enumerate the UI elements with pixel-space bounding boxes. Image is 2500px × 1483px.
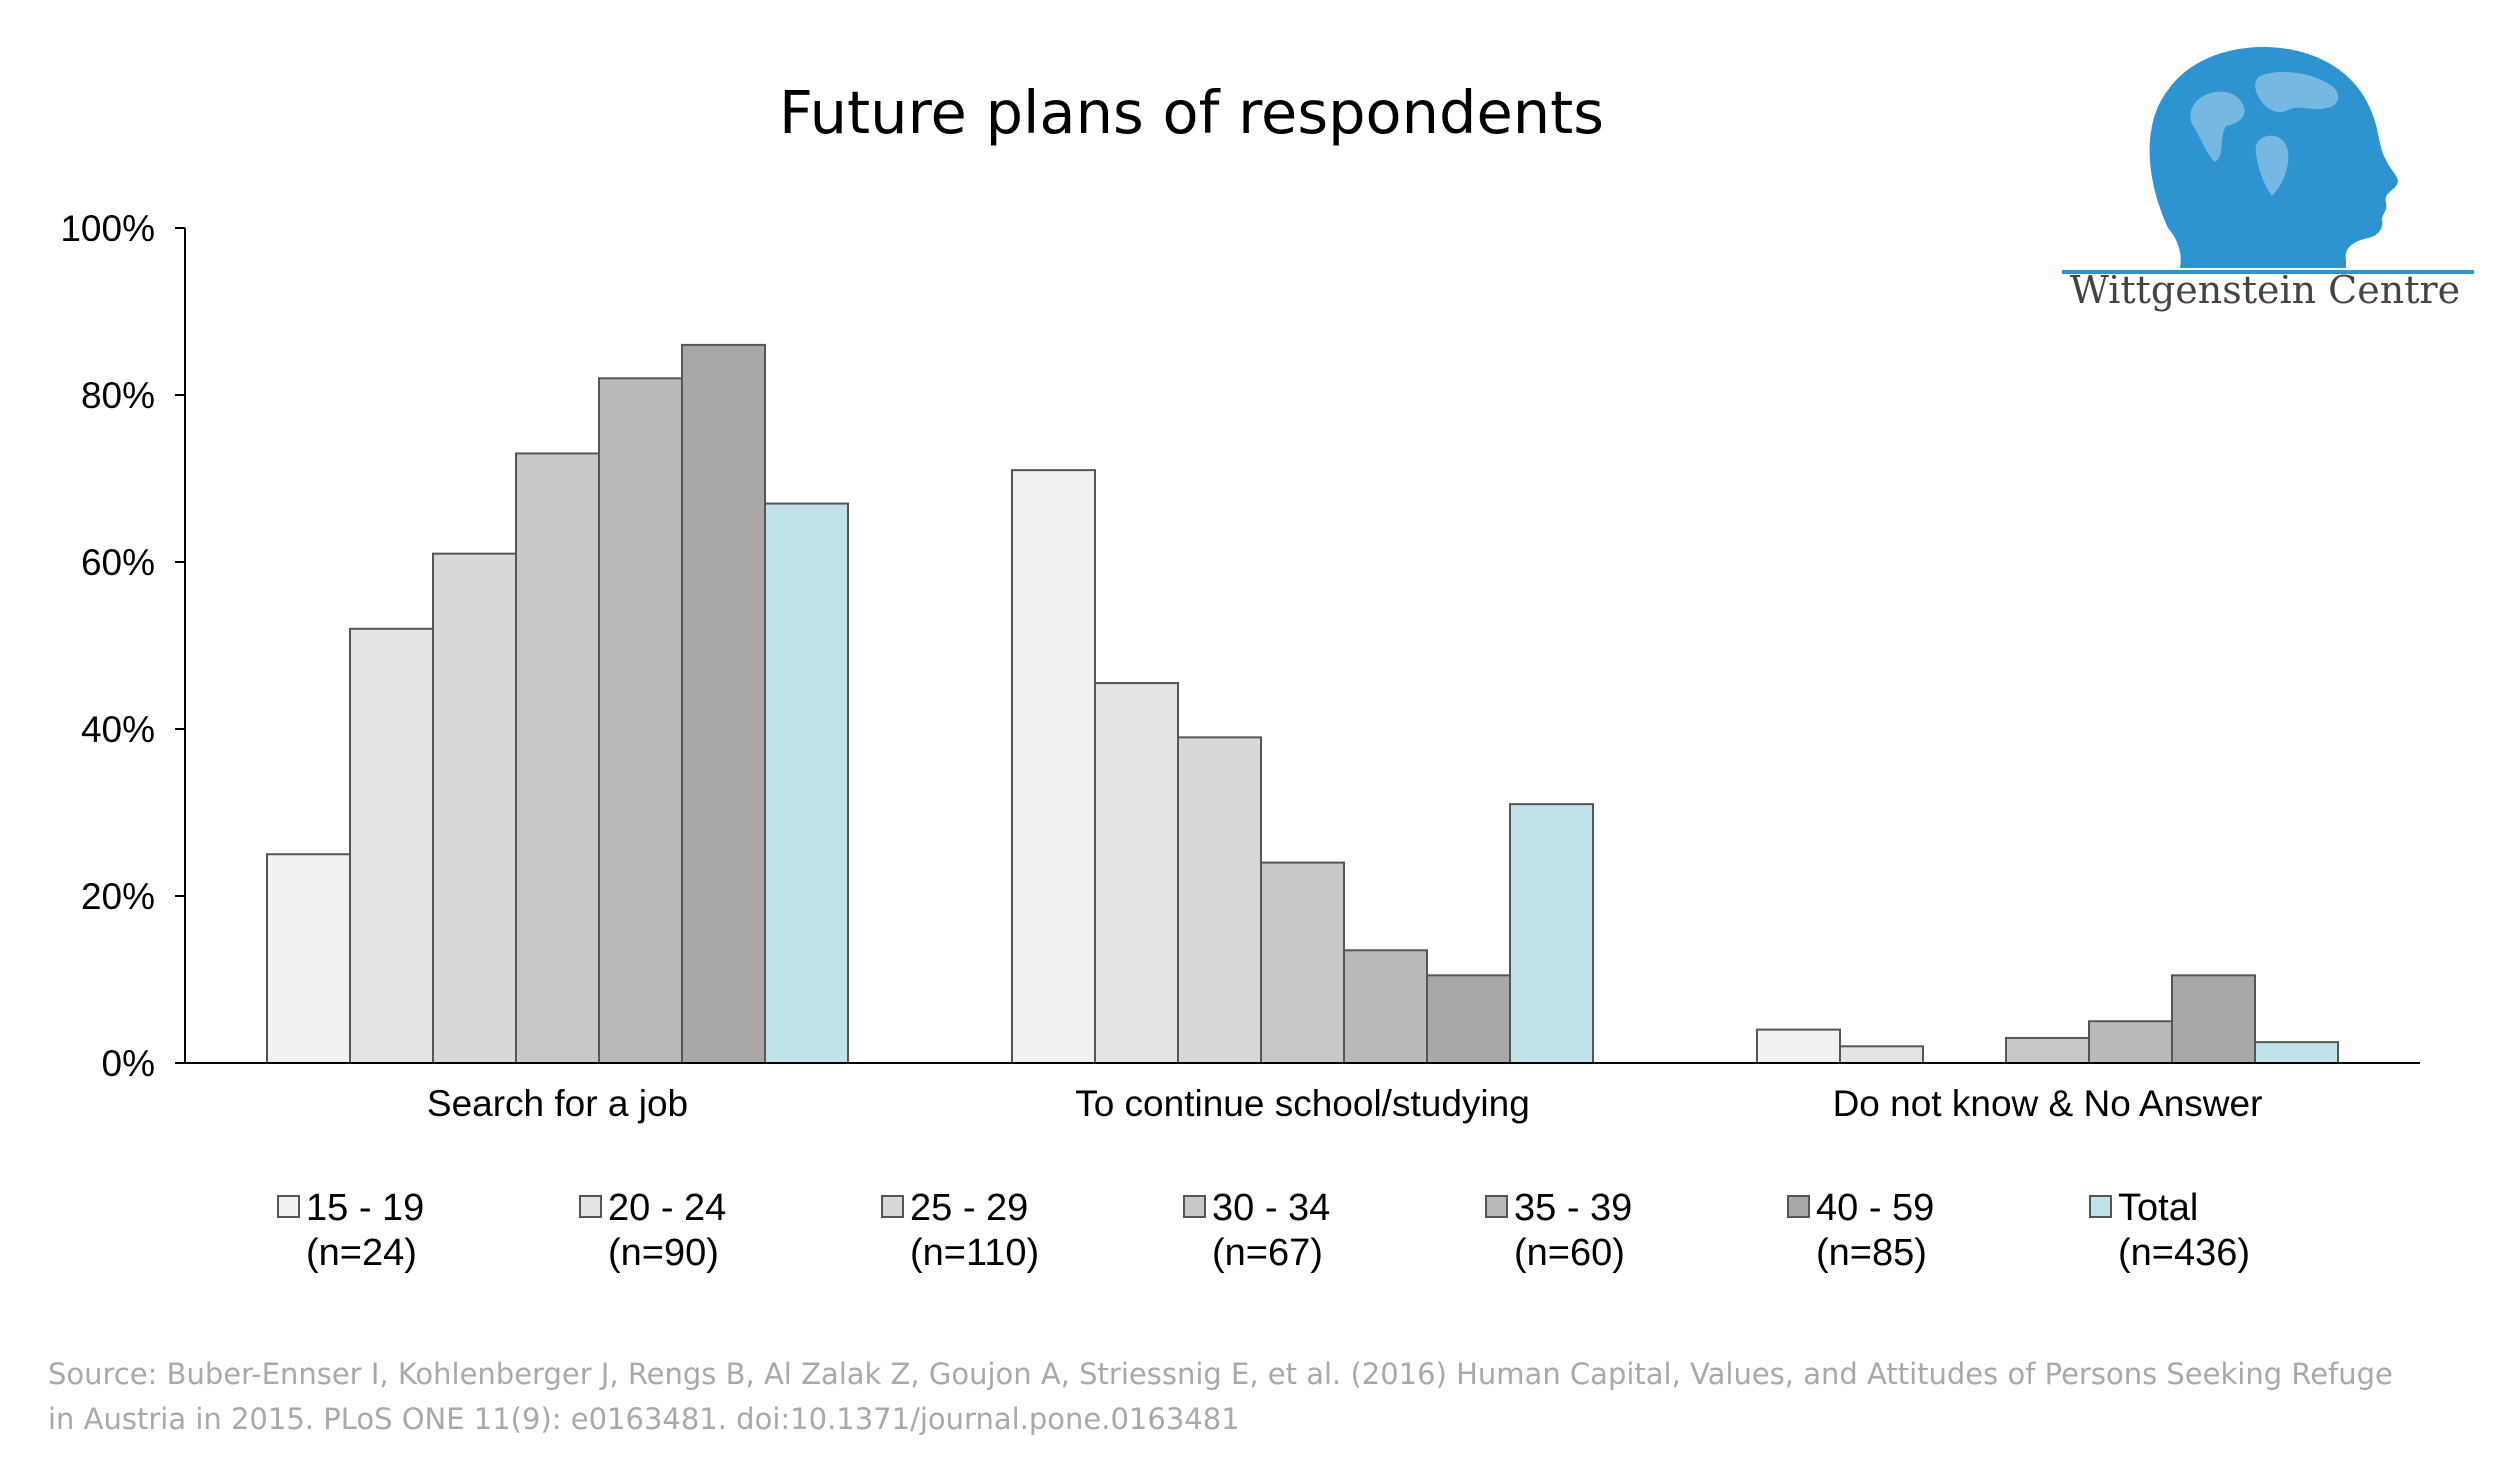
legend-sample-size: (n=110) [910, 1232, 1039, 1274]
source-line-2: in Austria in 2015. PLoS ONE 11(9): e016… [48, 1402, 1240, 1436]
bar [349, 627, 434, 1064]
bar [1756, 1028, 1841, 1064]
legend-label: Total [2118, 1187, 2198, 1229]
bar [266, 853, 351, 1064]
bar [1426, 974, 1511, 1065]
legend-swatch [1485, 1195, 1508, 1218]
legend-swatch [277, 1195, 300, 1218]
legend: 15 - 19(n=24) 20 - 24(n=90) 25 - 29(n=110)… [277, 1187, 2250, 1274]
source-line-1: Source: Buber-Ennser I, Kohlenberger J, … [48, 1357, 2393, 1391]
wittgenstein-centre-logo [2050, 28, 2480, 338]
y-tick-label: 20% [81, 876, 155, 917]
bar [2254, 1041, 2339, 1064]
legend-label: 40 - 59 [1816, 1187, 1934, 1229]
bar [764, 502, 849, 1064]
y-tick-label: 0% [102, 1043, 155, 1084]
legend-swatch [2089, 1195, 2112, 1218]
legend-label: 15 - 19 [306, 1187, 424, 1229]
legend-swatch [881, 1195, 904, 1218]
bar [1839, 1045, 1924, 1065]
bar [515, 452, 600, 1064]
category-label: To continue school/studying [1075, 1083, 1530, 1124]
legend-swatch [579, 1195, 602, 1218]
source-note: Source: Buber-Ennser I, Kohlenberger J, … [48, 1352, 2448, 1442]
bar [1011, 469, 1096, 1064]
legend-swatch [1787, 1195, 1810, 1218]
bar [1260, 861, 1345, 1064]
y-tick-label: 40% [81, 709, 155, 750]
legend-sample-size: (n=67) [1212, 1232, 1323, 1274]
bar [681, 343, 766, 1064]
y-tick-label: 100% [60, 208, 155, 249]
chart-title: Future plans of respondents [778, 78, 1605, 147]
bar [2171, 974, 2256, 1065]
bar [598, 377, 683, 1064]
bar [2088, 1020, 2173, 1064]
category-label: Do not know & No Answer [1833, 1083, 2263, 1124]
y-axis: 0% 20% 40% 60% 80% 100% [60, 208, 186, 1084]
head-globe-icon [2062, 47, 2474, 274]
bar [1094, 682, 1179, 1064]
legend-swatch [1183, 1195, 1206, 1218]
bar [1509, 803, 1594, 1065]
category-label: Search for a job [427, 1083, 688, 1124]
legend-sample-size: (n=436) [2118, 1232, 2250, 1274]
legend-sample-size: (n=90) [608, 1232, 719, 1274]
legend-label: 20 - 24 [608, 1187, 726, 1229]
legend-label: 35 - 39 [1514, 1187, 1632, 1229]
legend-label: 25 - 29 [910, 1187, 1028, 1229]
legend-sample-size: (n=24) [306, 1232, 417, 1274]
bars [266, 343, 2339, 1065]
legend-label: 30 - 34 [1212, 1187, 1330, 1229]
x-axis: Search for a job To continue school/study… [175, 1062, 2420, 1124]
legend-sample-size: (n=85) [1816, 1232, 1927, 1274]
bar [1343, 949, 1428, 1065]
y-tick-label: 60% [81, 542, 155, 583]
y-tick-label: 80% [81, 375, 155, 416]
bar [2005, 1036, 2090, 1064]
bar [1177, 736, 1262, 1064]
legend-sample-size: (n=60) [1514, 1232, 1625, 1274]
logo-text: Wittgenstein Centre [2069, 268, 2461, 312]
bar [432, 552, 517, 1065]
